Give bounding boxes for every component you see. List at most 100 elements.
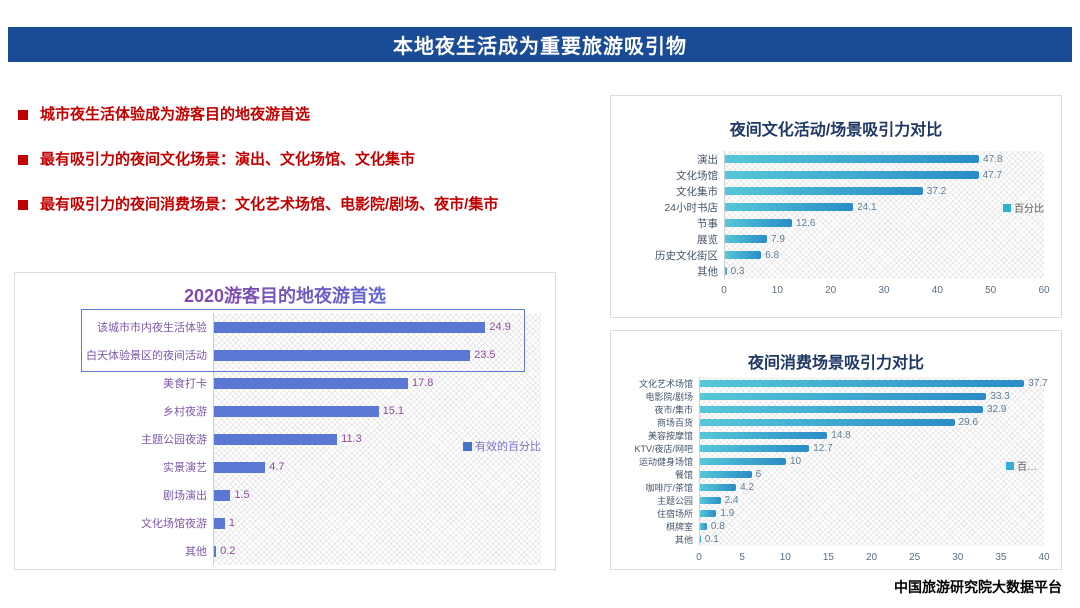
value-label: 12.6 [795,217,816,229]
axis-tick-label: 40 [931,285,943,296]
value-label: 29.6 [958,417,979,428]
category-label: 餐馆 [674,470,693,480]
bar [700,380,1025,387]
bar [700,419,955,426]
bar-row: 47.7 [725,167,1044,183]
bullet-item: 城市夜生活体验成为游客目的地夜游首选 [18,92,604,137]
bullet-item: 最有吸引力的夜间消费场景：文化艺术场馆、电影院/剧场、夜市/集市 [18,182,604,227]
category-label: 节事 [697,217,718,230]
axis-tick-label: 35 [995,552,1007,563]
value-label: 0.1 [704,534,719,545]
bar [700,510,717,517]
category-label: 夜市/集市 [654,405,693,415]
category-label: 展览 [697,233,718,246]
footer-credit: 中国旅游研究院大数据平台 [894,579,1062,595]
axis-tick-label: 0 [696,552,702,563]
category-label: 剧场演出 [163,490,207,502]
legend: 百… [1006,458,1037,473]
bar-row: 37.7 [700,377,1048,390]
category-label: 乡村夜游 [163,406,207,418]
bar-row: 47.8 [725,151,1044,167]
axis-tick-label: 20 [865,552,878,563]
bar [700,393,987,400]
bar [725,187,923,195]
value-label: 15.1 [382,405,404,417]
bar [700,458,786,465]
bar-row: 7.9 [725,231,1044,247]
bar-row: 37.2 [725,183,1044,199]
bar [725,203,854,211]
bar-row: 0.1 [700,533,1044,546]
legend: 有效的百分比 [463,438,541,454]
category-label: 棋牌室 [665,522,693,532]
bullet-square-icon [18,200,28,210]
bar-chart: 文化艺术场馆 电影院/剧场 夜市/集市 商场百货 美容按摩馆 KTV/夜店/网吧 运动健身场… [621,377,1050,564]
value-label: 4.7 [269,461,285,473]
bullet-list: 城市夜生活体验成为游客目的地夜游首选 最有吸引力的夜间文化场景：演出、文化场馆、… [18,92,604,227]
category-label: 美食打卡 [163,378,207,390]
category-label: 美容按摩馆 [647,431,693,441]
chart-card-destination-night-tour: 2020游客目的地夜游首选 该城市市内夜生活体验 白天体验景区的夜间活动 美食打卡乡… [14,272,556,570]
category-label: 主题公园夜游 [141,434,207,446]
value-label: 10 [790,456,802,467]
value-label: 1.9 [720,508,735,519]
x-axis: 0 10 20 30 40 50 60 [721,279,1049,297]
bullet-text: 城市夜生活体验成为游客目的地夜游首选 [40,106,311,123]
category-label: KTV/夜店/网吧 [634,444,693,454]
bar-row: 17.8 [214,369,541,397]
value-label: 37.7 [1028,378,1048,389]
bar-row: 10 [700,455,1044,468]
category-labels: 该城市市内夜生活体验 白天体验景区的夜间活动 美食打卡 乡村夜游 主题公园夜游 实景演艺剧… [25,313,213,583]
bar [725,267,727,275]
category-label: 住宿场所 [656,509,693,519]
chart-card-night-consumption: 夜间消费场景吸引力对比 文化艺术场馆 电影院/剧场 夜市/集市 商场百货 美容按摩馆 KT… [610,330,1062,570]
category-label: 该城市市内夜生活体验 [97,322,207,334]
value-label: 33.3 [990,391,1010,402]
category-label: 其他 [697,265,718,278]
value-label: 24.9 [489,321,511,333]
value-label: 4.2 [740,482,755,493]
chart-title: 夜间文化活动/场景吸引力对比 [729,122,943,139]
bar-row: 24.9 [214,313,541,341]
axis-tick-label: 50 [985,285,997,296]
plot-area-wrap: 百分比 47.8 47.7 37.2 24.1 12.6 7.9 6.8 0.3 0 10 20 3… [721,151,1050,297]
value-label: 32.9 [986,404,1007,415]
bar [700,536,701,543]
legend-marker-icon [1003,203,1011,212]
axis-tick-label: 10 [771,285,783,296]
value-label: 0.2 [220,545,236,557]
value-label: 0.8 [710,521,725,532]
plot-area-wrap: 百… 37.7 33.3 32.9 29.6 14.8 12.7 10 6 4.2 2.4 1.9 0… [696,377,1050,564]
axis-tick-label: 10 [779,552,791,563]
value-label: 7.9 [771,233,785,245]
bar-row: 1 [214,509,541,537]
plot-area: 百分比 47.8 47.7 37.2 24.1 12.6 7.9 6.8 0.3 [724,151,1044,279]
bar-row: 0.3 [725,263,1044,279]
bar-row: 12.7 [700,442,1044,455]
legend-label: 百… [1017,462,1037,473]
bullet-text: 最有吸引力的夜间消费场景：文化艺术场馆、电影院/剧场、夜市/集市 [40,196,499,213]
legend-label: 百分比 [1014,204,1044,215]
bar [214,433,338,445]
category-label: 文化艺术场馆 [638,379,693,389]
legend: 百分比 [1003,200,1044,215]
bar [700,497,721,504]
bar [214,517,225,529]
category-label: 电影院/剧场 [645,392,693,402]
value-label: 6.8 [765,249,780,261]
value-label: 47.8 [983,153,1003,165]
category-label: 其他 [674,535,693,545]
bar-row: 23.5 [214,341,541,369]
bar-row: 24.1 [725,199,1044,215]
slide-title: 本地夜生活成为重要旅游吸引物 [393,36,687,58]
bar-row: 15.1 [214,397,541,425]
category-label: 咖啡厅/茶馆 [645,483,693,493]
value-label: 37.2 [926,185,947,197]
axis-tick-label: 30 [878,285,890,296]
value-label: 24.1 [857,201,877,213]
category-label: 实景演艺 [163,462,207,474]
chart-title: 2020游客目的地夜游首选 [15,282,555,308]
legend-marker-icon [1006,461,1014,470]
bar-row: 4.7 [214,453,541,481]
bar [700,445,810,452]
